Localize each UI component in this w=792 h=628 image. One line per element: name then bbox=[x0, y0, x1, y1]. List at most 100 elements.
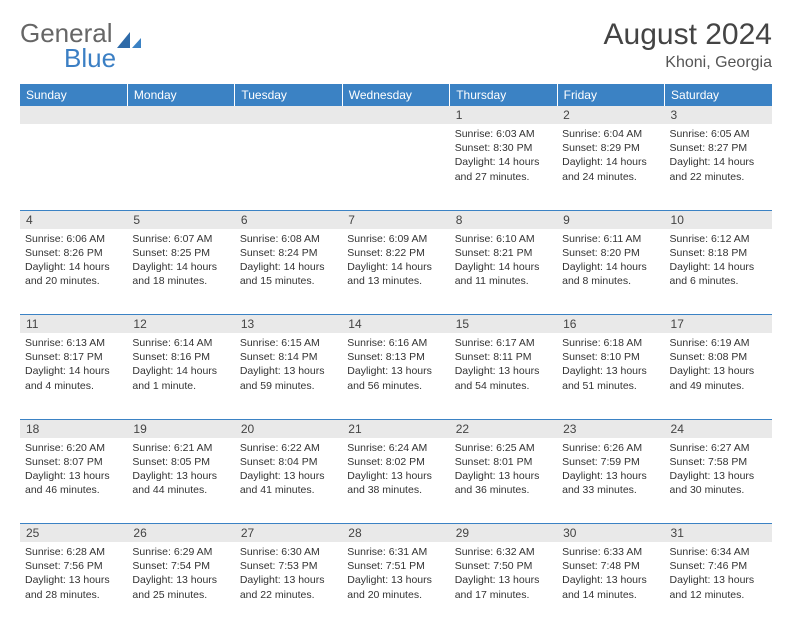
day-number: 12 bbox=[127, 315, 234, 333]
calendar-head: SundayMondayTuesdayWednesdayThursdayFrid… bbox=[20, 84, 772, 106]
day-cell: Sunrise: 6:06 AMSunset: 8:26 PMDaylight:… bbox=[20, 229, 127, 315]
location: Khoni, Georgia bbox=[604, 54, 772, 72]
day-number: 18 bbox=[20, 420, 127, 438]
day-cell bbox=[235, 124, 342, 210]
day-number: 15 bbox=[450, 315, 557, 333]
day-number: 16 bbox=[557, 315, 664, 333]
day-detail-text: Sunrise: 6:08 AMSunset: 8:24 PMDaylight:… bbox=[240, 232, 337, 289]
calendar-body: 123Sunrise: 6:03 AMSunset: 8:30 PMDaylig… bbox=[20, 106, 772, 628]
day-detail-row: Sunrise: 6:03 AMSunset: 8:30 PMDaylight:… bbox=[20, 124, 772, 210]
day-cell: Sunrise: 6:22 AMSunset: 8:04 PMDaylight:… bbox=[235, 438, 342, 524]
day-header: Monday bbox=[127, 84, 234, 106]
day-number: 27 bbox=[235, 524, 342, 542]
day-number: 28 bbox=[342, 524, 449, 542]
day-detail-text: Sunrise: 6:30 AMSunset: 7:53 PMDaylight:… bbox=[240, 545, 337, 602]
day-detail-text: Sunrise: 6:06 AMSunset: 8:26 PMDaylight:… bbox=[25, 232, 122, 289]
day-detail-text: Sunrise: 6:10 AMSunset: 8:21 PMDaylight:… bbox=[455, 232, 552, 289]
day-cell: Sunrise: 6:26 AMSunset: 7:59 PMDaylight:… bbox=[557, 438, 664, 524]
day-number-row: 18192021222324 bbox=[20, 420, 772, 438]
day-cell: Sunrise: 6:32 AMSunset: 7:50 PMDaylight:… bbox=[450, 542, 557, 628]
day-number: 25 bbox=[20, 524, 127, 542]
day-detail-text: Sunrise: 6:16 AMSunset: 8:13 PMDaylight:… bbox=[347, 336, 444, 393]
day-detail-row: Sunrise: 6:13 AMSunset: 8:17 PMDaylight:… bbox=[20, 333, 772, 419]
day-cell: Sunrise: 6:14 AMSunset: 8:16 PMDaylight:… bbox=[127, 333, 234, 419]
day-cell: Sunrise: 6:24 AMSunset: 8:02 PMDaylight:… bbox=[342, 438, 449, 524]
day-cell: Sunrise: 6:20 AMSunset: 8:07 PMDaylight:… bbox=[20, 438, 127, 524]
day-cell: Sunrise: 6:04 AMSunset: 8:29 PMDaylight:… bbox=[557, 124, 664, 210]
day-detail-row: Sunrise: 6:20 AMSunset: 8:07 PMDaylight:… bbox=[20, 438, 772, 524]
day-cell: Sunrise: 6:11 AMSunset: 8:20 PMDaylight:… bbox=[557, 229, 664, 315]
calendar-table: SundayMondayTuesdayWednesdayThursdayFrid… bbox=[20, 84, 772, 628]
day-detail-text: Sunrise: 6:07 AMSunset: 8:25 PMDaylight:… bbox=[132, 232, 229, 289]
day-detail-text: Sunrise: 6:26 AMSunset: 7:59 PMDaylight:… bbox=[562, 441, 659, 498]
day-header: Sunday bbox=[20, 84, 127, 106]
day-cell: Sunrise: 6:33 AMSunset: 7:48 PMDaylight:… bbox=[557, 542, 664, 628]
day-detail-row: Sunrise: 6:06 AMSunset: 8:26 PMDaylight:… bbox=[20, 229, 772, 315]
title-block: August 2024 Khoni, Georgia bbox=[604, 18, 772, 72]
day-cell bbox=[20, 124, 127, 210]
day-number bbox=[127, 106, 234, 124]
day-cell: Sunrise: 6:09 AMSunset: 8:22 PMDaylight:… bbox=[342, 229, 449, 315]
day-cell: Sunrise: 6:08 AMSunset: 8:24 PMDaylight:… bbox=[235, 229, 342, 315]
day-number: 24 bbox=[665, 420, 772, 438]
day-detail-text: Sunrise: 6:18 AMSunset: 8:10 PMDaylight:… bbox=[562, 336, 659, 393]
day-detail-text: Sunrise: 6:33 AMSunset: 7:48 PMDaylight:… bbox=[562, 545, 659, 602]
day-detail-text: Sunrise: 6:09 AMSunset: 8:22 PMDaylight:… bbox=[347, 232, 444, 289]
day-number bbox=[20, 106, 127, 124]
day-number-row: 123 bbox=[20, 106, 772, 124]
day-detail-text: Sunrise: 6:17 AMSunset: 8:11 PMDaylight:… bbox=[455, 336, 552, 393]
day-cell bbox=[342, 124, 449, 210]
day-detail-text: Sunrise: 6:29 AMSunset: 7:54 PMDaylight:… bbox=[132, 545, 229, 602]
day-cell: Sunrise: 6:28 AMSunset: 7:56 PMDaylight:… bbox=[20, 542, 127, 628]
day-number: 23 bbox=[557, 420, 664, 438]
day-detail-text: Sunrise: 6:28 AMSunset: 7:56 PMDaylight:… bbox=[25, 545, 122, 602]
day-number: 31 bbox=[665, 524, 772, 542]
day-detail-text: Sunrise: 6:27 AMSunset: 7:58 PMDaylight:… bbox=[670, 441, 767, 498]
day-detail-text: Sunrise: 6:22 AMSunset: 8:04 PMDaylight:… bbox=[240, 441, 337, 498]
day-detail-text: Sunrise: 6:15 AMSunset: 8:14 PMDaylight:… bbox=[240, 336, 337, 393]
logo-sail-icon bbox=[116, 31, 142, 49]
day-detail-text: Sunrise: 6:32 AMSunset: 7:50 PMDaylight:… bbox=[455, 545, 552, 602]
day-cell: Sunrise: 6:30 AMSunset: 7:53 PMDaylight:… bbox=[235, 542, 342, 628]
day-detail-text: Sunrise: 6:31 AMSunset: 7:51 PMDaylight:… bbox=[347, 545, 444, 602]
day-number: 17 bbox=[665, 315, 772, 333]
day-cell: Sunrise: 6:34 AMSunset: 7:46 PMDaylight:… bbox=[665, 542, 772, 628]
day-detail-text: Sunrise: 6:34 AMSunset: 7:46 PMDaylight:… bbox=[670, 545, 767, 602]
day-number bbox=[235, 106, 342, 124]
day-number: 13 bbox=[235, 315, 342, 333]
day-number: 6 bbox=[235, 211, 342, 229]
day-detail-text: Sunrise: 6:13 AMSunset: 8:17 PMDaylight:… bbox=[25, 336, 122, 393]
day-detail-text: Sunrise: 6:19 AMSunset: 8:08 PMDaylight:… bbox=[670, 336, 767, 393]
day-cell: Sunrise: 6:15 AMSunset: 8:14 PMDaylight:… bbox=[235, 333, 342, 419]
day-number: 22 bbox=[450, 420, 557, 438]
day-number: 11 bbox=[20, 315, 127, 333]
day-number: 14 bbox=[342, 315, 449, 333]
day-detail-text: Sunrise: 6:24 AMSunset: 8:02 PMDaylight:… bbox=[347, 441, 444, 498]
day-cell: Sunrise: 6:21 AMSunset: 8:05 PMDaylight:… bbox=[127, 438, 234, 524]
day-number: 26 bbox=[127, 524, 234, 542]
day-cell: Sunrise: 6:05 AMSunset: 8:27 PMDaylight:… bbox=[665, 124, 772, 210]
day-detail-text: Sunrise: 6:05 AMSunset: 8:27 PMDaylight:… bbox=[670, 127, 767, 184]
day-detail-text: Sunrise: 6:14 AMSunset: 8:16 PMDaylight:… bbox=[132, 336, 229, 393]
day-cell: Sunrise: 6:12 AMSunset: 8:18 PMDaylight:… bbox=[665, 229, 772, 315]
day-number-row: 45678910 bbox=[20, 211, 772, 229]
day-cell: Sunrise: 6:17 AMSunset: 8:11 PMDaylight:… bbox=[450, 333, 557, 419]
day-detail-text: Sunrise: 6:20 AMSunset: 8:07 PMDaylight:… bbox=[25, 441, 122, 498]
day-detail-text: Sunrise: 6:12 AMSunset: 8:18 PMDaylight:… bbox=[670, 232, 767, 289]
day-cell: Sunrise: 6:16 AMSunset: 8:13 PMDaylight:… bbox=[342, 333, 449, 419]
day-number-row: 11121314151617 bbox=[20, 315, 772, 333]
day-cell: Sunrise: 6:29 AMSunset: 7:54 PMDaylight:… bbox=[127, 542, 234, 628]
day-header: Saturday bbox=[665, 84, 772, 106]
day-number: 10 bbox=[665, 211, 772, 229]
day-detail-text: Sunrise: 6:03 AMSunset: 8:30 PMDaylight:… bbox=[455, 127, 552, 184]
day-number: 4 bbox=[20, 211, 127, 229]
day-cell: Sunrise: 6:13 AMSunset: 8:17 PMDaylight:… bbox=[20, 333, 127, 419]
day-number: 7 bbox=[342, 211, 449, 229]
day-cell: Sunrise: 6:10 AMSunset: 8:21 PMDaylight:… bbox=[450, 229, 557, 315]
day-detail-text: Sunrise: 6:04 AMSunset: 8:29 PMDaylight:… bbox=[562, 127, 659, 184]
day-cell: Sunrise: 6:31 AMSunset: 7:51 PMDaylight:… bbox=[342, 542, 449, 628]
day-number: 3 bbox=[665, 106, 772, 124]
day-number: 19 bbox=[127, 420, 234, 438]
day-number: 30 bbox=[557, 524, 664, 542]
day-cell: Sunrise: 6:07 AMSunset: 8:25 PMDaylight:… bbox=[127, 229, 234, 315]
